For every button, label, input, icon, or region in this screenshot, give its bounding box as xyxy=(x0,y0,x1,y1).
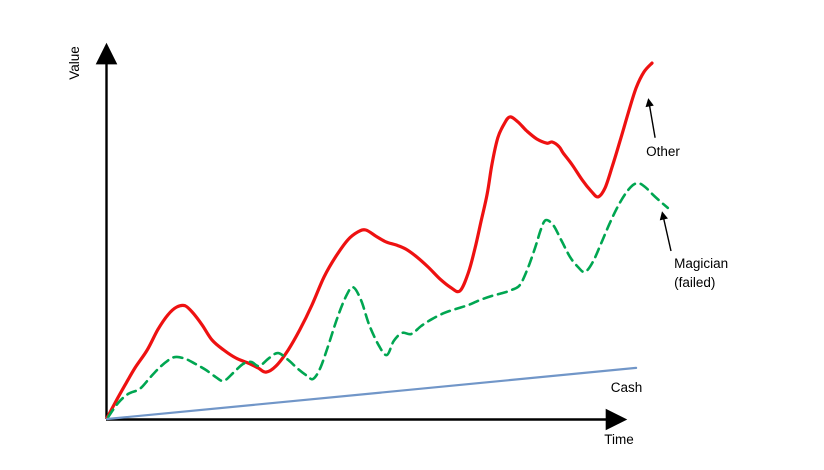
annotation-cash: Cash xyxy=(611,380,643,395)
annotation-magician: Magician (failed) xyxy=(659,211,728,290)
cash-annotation-label: Cash xyxy=(611,380,643,395)
series-magician-failed-line xyxy=(106,181,670,419)
other-annotation-label: Other xyxy=(646,144,680,159)
y-axis-label: Value xyxy=(67,46,82,80)
magician-annotation-label-line2: (failed) xyxy=(674,275,715,290)
magician-annotation-arrow xyxy=(659,211,672,252)
series-layer xyxy=(105,61,670,421)
series-cash-line xyxy=(106,366,638,421)
axes xyxy=(95,42,628,431)
other-annotation-arrow xyxy=(645,98,656,138)
magician-annotation-label-line1: Magician xyxy=(674,256,728,271)
series-other-line xyxy=(105,61,654,420)
x-axis-label: Time xyxy=(604,432,634,447)
annotation-other: Other xyxy=(645,98,680,159)
